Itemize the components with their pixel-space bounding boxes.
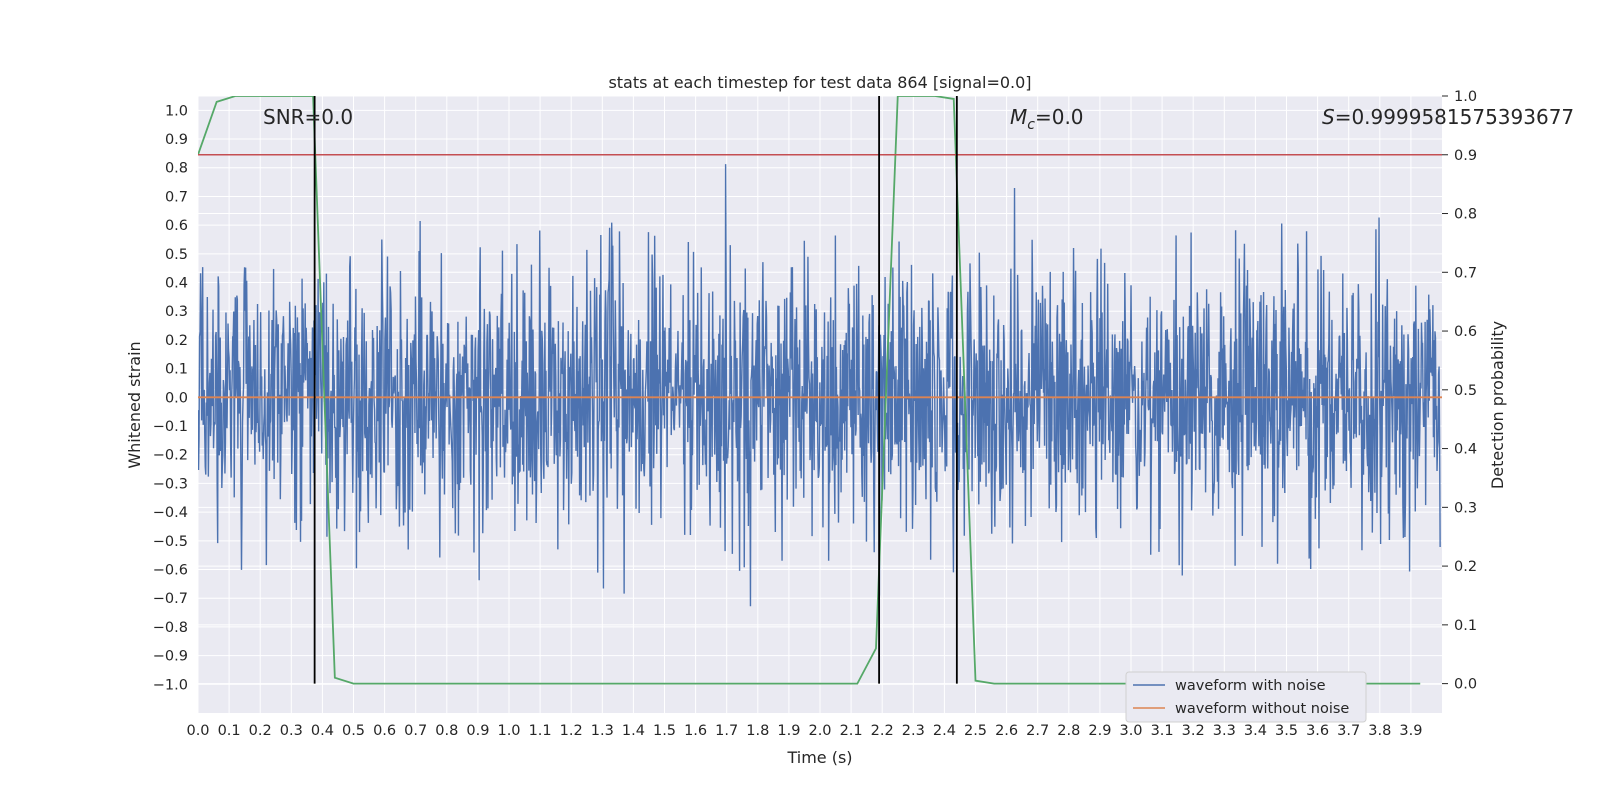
x-tick-label: 1.2 xyxy=(560,723,583,739)
legend: waveform with noise waveform without noi… xyxy=(1125,671,1367,723)
y2-tick-label: 0.1 xyxy=(1454,618,1477,634)
y2-tick-label: 0.6 xyxy=(1454,324,1477,340)
y-tick-label: 0.4 xyxy=(165,276,188,292)
y-tick-label: −1.0 xyxy=(153,677,188,693)
x-tick-label: 3.3 xyxy=(1213,723,1236,739)
x-tick-label: 2.0 xyxy=(808,723,831,739)
x-tick-label: 2.8 xyxy=(1057,723,1080,739)
y-tick-label: 0.1 xyxy=(165,362,188,378)
y-tick-label: 0.8 xyxy=(165,161,188,177)
y-tick-label: −0.5 xyxy=(153,534,188,550)
x-tick-label: 1.1 xyxy=(529,723,552,739)
x-tick-label: 1.4 xyxy=(622,723,645,739)
y2-tick-label: 0.4 xyxy=(1454,442,1477,458)
x-tick-label: 0.8 xyxy=(435,723,458,739)
x-tick-label: 2.5 xyxy=(964,723,987,739)
y-tick-label: 0.2 xyxy=(165,333,188,349)
x-tick-label: 3.4 xyxy=(1244,723,1267,739)
mc-symbol: M xyxy=(1010,105,1027,129)
y-tick-label: 1.0 xyxy=(165,103,188,119)
y-tick-label: −0.6 xyxy=(153,563,188,579)
y2-tick-label: 0.8 xyxy=(1454,207,1477,223)
x-tick-label: 0.2 xyxy=(249,723,272,739)
x-tick-label: 2.3 xyxy=(902,723,925,739)
y2-tick-label: 0.0 xyxy=(1454,677,1477,693)
x-tick-label: 2.2 xyxy=(871,723,894,739)
x-tick-label: 2.6 xyxy=(995,723,1018,739)
x-tick-label: 2.4 xyxy=(933,723,956,739)
y-tick-label: −0.3 xyxy=(153,476,188,492)
y2-tick-label: 0.3 xyxy=(1454,500,1477,516)
y-tick-label: 0.5 xyxy=(165,247,188,263)
mc-value: =0.0 xyxy=(1035,105,1084,129)
snr-annotation: SNR=0.0 xyxy=(263,105,353,129)
y-tick-labels: 1.0 0.9 0.8 0.7 0.6 0.5 0.4 0.3 0.2 0.1 0.0 −0.1 −0.… xyxy=(153,103,188,693)
x-tick-label: 1.9 xyxy=(777,723,800,739)
x-tick-label: 3.6 xyxy=(1306,723,1329,739)
x-tick-label: 1.6 xyxy=(684,723,707,739)
y-tick-label: −0.4 xyxy=(153,505,188,521)
y-tick-label: −0.9 xyxy=(153,649,188,665)
x-tick-label: 0.7 xyxy=(404,723,427,739)
y-tick-label: 0.6 xyxy=(165,218,188,234)
x-tick-label: 2.9 xyxy=(1088,723,1111,739)
y2-tick-label: 0.5 xyxy=(1454,383,1477,399)
x-tick-label: 0.9 xyxy=(466,723,489,739)
y2-tick-labels: 1.0 0.9 0.8 0.7 0.6 0.5 0.4 0.3 0.2 0.1 0.0 xyxy=(1442,89,1477,693)
x-tick-label: 1.8 xyxy=(746,723,769,739)
y-tick-label: −0.2 xyxy=(153,448,188,464)
s-symbol: S xyxy=(1322,105,1335,129)
x-tick-label: 0.3 xyxy=(280,723,303,739)
x-tick-label: 2.7 xyxy=(1026,723,1049,739)
y-tick-label: 0.9 xyxy=(165,132,188,148)
mc-subscript: c xyxy=(1027,117,1035,133)
y2-tick-label: 0.7 xyxy=(1454,265,1477,281)
y2-tick-label: 0.9 xyxy=(1454,148,1477,164)
chart-title: stats at each timestep for test data 864… xyxy=(608,73,1031,92)
x-tick-label: 3.2 xyxy=(1182,723,1205,739)
legend-label-waveform-without-noise: waveform without noise xyxy=(1175,701,1349,717)
series-waveform-with-noise xyxy=(198,164,1441,607)
y2-tick-label: 0.2 xyxy=(1454,559,1477,575)
y-tick-label: −0.1 xyxy=(153,419,188,435)
x-tick-label: 1.5 xyxy=(653,723,676,739)
x-tick-label: 0.5 xyxy=(342,723,365,739)
x-tick-labels: 0.0 0.1 0.2 0.3 0.4 0.5 0.6 0.7 0.8 0.9 1.0 1.1 1.2 1… xyxy=(186,723,1422,739)
y2-tick-label: 1.0 xyxy=(1454,89,1477,105)
x-tick-label: 2.1 xyxy=(840,723,863,739)
s-value: =0.9999581575393677 xyxy=(1335,105,1574,129)
y2-axis-label: Detection probability xyxy=(1488,321,1507,489)
x-tick-label: 0.4 xyxy=(311,723,334,739)
x-tick-label: 0.1 xyxy=(218,723,241,739)
x-axis-label: Time (s) xyxy=(786,748,852,767)
x-tick-label: 1.3 xyxy=(591,723,614,739)
y-tick-label: 0.7 xyxy=(165,189,188,205)
x-tick-label: 3.9 xyxy=(1399,723,1422,739)
mc-annotation: Mc=0.0 xyxy=(1010,105,1084,133)
x-tick-label: 0.0 xyxy=(186,723,209,739)
x-tick-label: 0.6 xyxy=(373,723,396,739)
y-tick-label: 0.0 xyxy=(165,390,188,406)
x-tick-label: 3.0 xyxy=(1119,723,1142,739)
legend-box xyxy=(1125,671,1367,723)
y-tick-label: 0.3 xyxy=(165,304,188,320)
legend-label-waveform-with-noise: waveform with noise xyxy=(1175,678,1326,694)
x-tick-label: 1.0 xyxy=(497,723,520,739)
x-tick-label: 3.7 xyxy=(1337,723,1360,739)
x-tick-label: 3.8 xyxy=(1368,723,1391,739)
y-tick-label: −0.7 xyxy=(153,591,188,607)
s-annotation: S=0.9999581575393677 xyxy=(1322,105,1574,129)
y-tick-label: −0.8 xyxy=(153,620,188,636)
x-tick-label: 3.1 xyxy=(1151,723,1174,739)
x-tick-label: 3.5 xyxy=(1275,723,1298,739)
y-axis-label: Whitened strain xyxy=(125,341,144,468)
x-tick-label: 1.7 xyxy=(715,723,738,739)
